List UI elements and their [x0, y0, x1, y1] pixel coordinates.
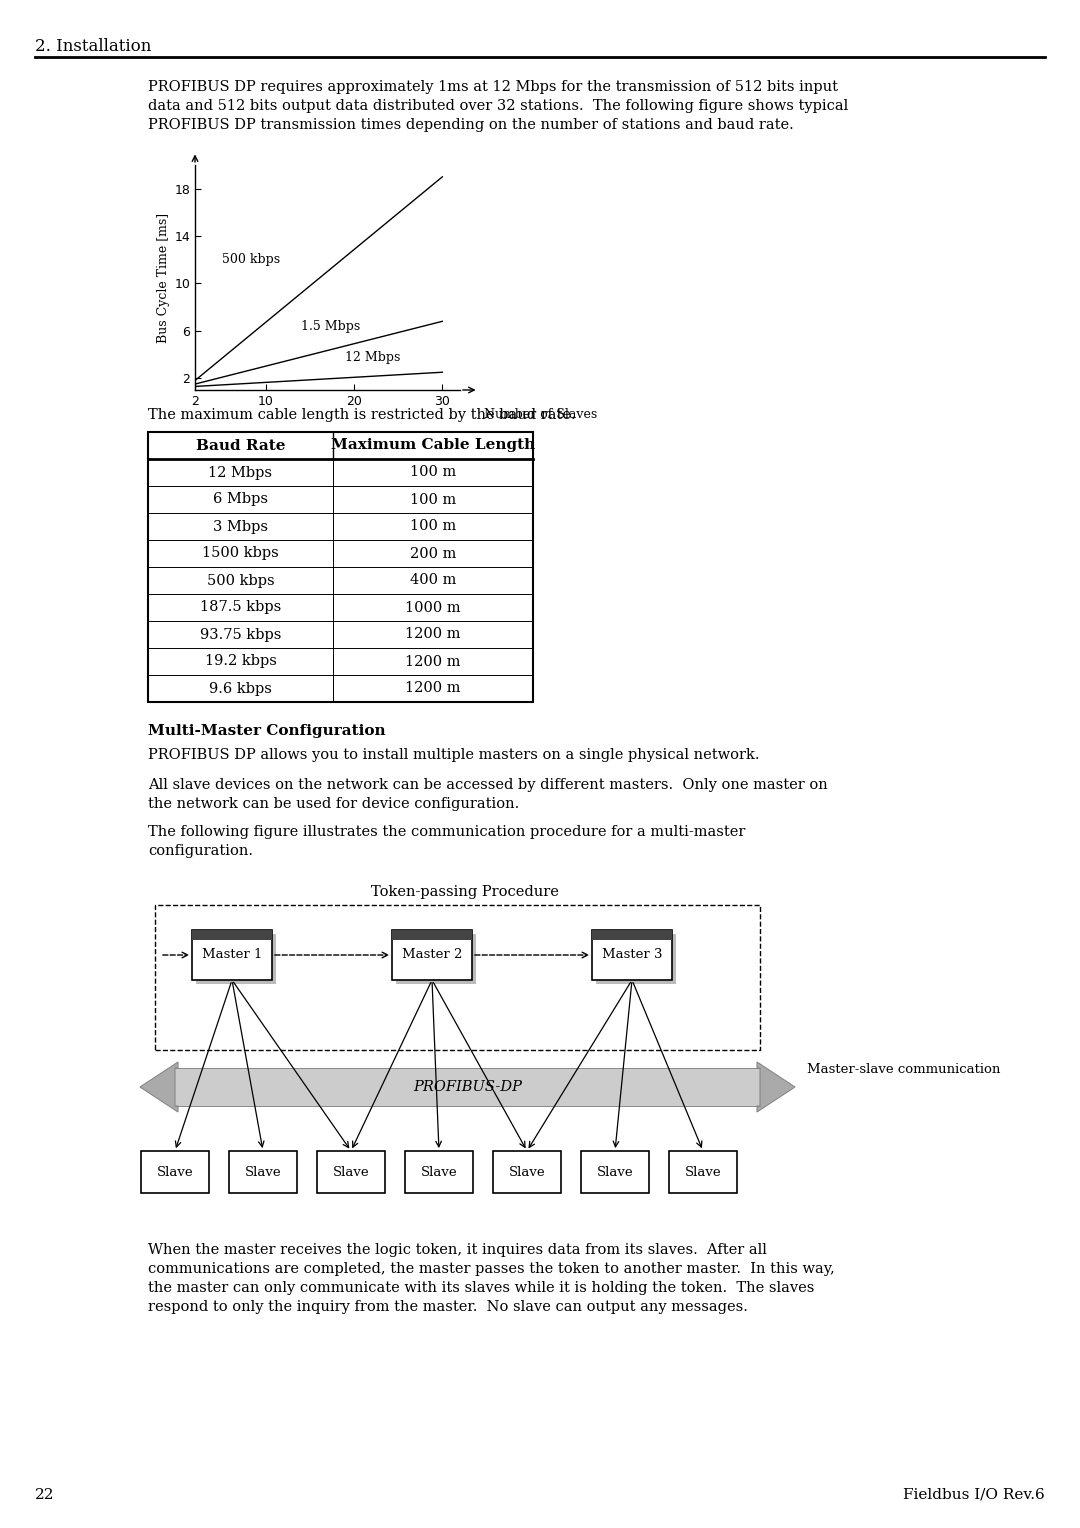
Text: 187.5 kbps: 187.5 kbps: [200, 601, 281, 614]
Text: 12 Mbps: 12 Mbps: [208, 466, 272, 480]
Text: Baud Rate: Baud Rate: [195, 439, 285, 452]
Text: Master-slave communication: Master-slave communication: [807, 1063, 1000, 1076]
Text: 1500 kbps: 1500 kbps: [202, 547, 279, 561]
Text: When the master receives the logic token, it inquires data from its slaves.  Aft: When the master receives the logic token…: [148, 1242, 835, 1314]
Text: Master 3: Master 3: [602, 949, 662, 961]
Y-axis label: Bus Cycle Time [ms]: Bus Cycle Time [ms]: [157, 212, 170, 342]
Text: Number of Slaves: Number of Slaves: [484, 408, 597, 422]
Bar: [175, 1068, 760, 1106]
Text: Token-passing Procedure: Token-passing Procedure: [372, 885, 559, 898]
Text: Maximum Cable Length: Maximum Cable Length: [330, 439, 535, 452]
Text: Slave: Slave: [245, 1166, 281, 1178]
Bar: [192, 931, 272, 979]
Bar: [141, 1151, 210, 1193]
Text: 100 m: 100 m: [410, 466, 456, 480]
Text: 1000 m: 1000 m: [405, 601, 461, 614]
Text: 1200 m: 1200 m: [405, 628, 461, 642]
Text: 9.6 kbps: 9.6 kbps: [210, 681, 272, 695]
Bar: [592, 931, 672, 979]
Bar: [405, 1151, 473, 1193]
Text: All slave devices on the network can be accessed by different masters.  Only one: All slave devices on the network can be …: [148, 778, 827, 811]
Bar: [392, 931, 472, 940]
Text: Master 1: Master 1: [202, 949, 262, 961]
Bar: [392, 931, 472, 979]
Text: 2. Installation: 2. Installation: [35, 38, 151, 55]
Bar: [596, 934, 676, 984]
Text: 3 Mbps: 3 Mbps: [213, 520, 268, 533]
Text: 1.5 Mbps: 1.5 Mbps: [301, 321, 361, 333]
Text: 500 kbps: 500 kbps: [206, 573, 274, 587]
Bar: [156, 905, 760, 1050]
Bar: [195, 934, 276, 984]
Text: 200 m: 200 m: [409, 547, 456, 561]
Text: 6 Mbps: 6 Mbps: [213, 492, 268, 506]
Text: Slave: Slave: [685, 1166, 721, 1178]
Text: 12 Mbps: 12 Mbps: [346, 351, 401, 364]
Bar: [592, 931, 672, 940]
Bar: [581, 1151, 649, 1193]
Text: 19.2 kbps: 19.2 kbps: [204, 654, 276, 669]
FancyArrow shape: [140, 1062, 178, 1112]
Text: 1200 m: 1200 m: [405, 654, 461, 669]
Text: Slave: Slave: [509, 1166, 545, 1178]
Text: Slave: Slave: [333, 1166, 369, 1178]
Text: The following figure illustrates the communication procedure for a multi-master
: The following figure illustrates the com…: [148, 825, 745, 857]
Text: 500 kbps: 500 kbps: [221, 252, 280, 266]
Text: Multi-Master Configuration: Multi-Master Configuration: [148, 724, 386, 738]
Text: Slave: Slave: [157, 1166, 193, 1178]
Text: Fieldbus I/O Rev.6: Fieldbus I/O Rev.6: [903, 1488, 1045, 1502]
Bar: [148, 432, 534, 701]
Bar: [229, 1151, 297, 1193]
Text: Master 2: Master 2: [402, 949, 462, 961]
Text: 22: 22: [35, 1488, 54, 1502]
Text: 93.75 kbps: 93.75 kbps: [200, 628, 281, 642]
Text: Slave: Slave: [596, 1166, 633, 1178]
Bar: [318, 1151, 384, 1193]
Text: PROFIBUS DP requires approximately 1ms at 12 Mbps for the transmission of 512 bi: PROFIBUS DP requires approximately 1ms a…: [148, 79, 848, 131]
Bar: [396, 934, 476, 984]
FancyArrow shape: [757, 1062, 795, 1112]
Text: The maximum cable length is restricted by the baud rate.: The maximum cable length is restricted b…: [148, 408, 576, 422]
Text: Slave: Slave: [421, 1166, 457, 1178]
Bar: [669, 1151, 737, 1193]
Text: 100 m: 100 m: [410, 520, 456, 533]
Text: 1200 m: 1200 m: [405, 681, 461, 695]
Text: PROFIBUS-DP: PROFIBUS-DP: [413, 1080, 522, 1094]
Bar: [492, 1151, 561, 1193]
Text: PROFIBUS DP allows you to install multiple masters on a single physical network.: PROFIBUS DP allows you to install multip…: [148, 749, 759, 762]
Text: 400 m: 400 m: [409, 573, 456, 587]
Text: 100 m: 100 m: [410, 492, 456, 506]
Bar: [192, 931, 272, 940]
